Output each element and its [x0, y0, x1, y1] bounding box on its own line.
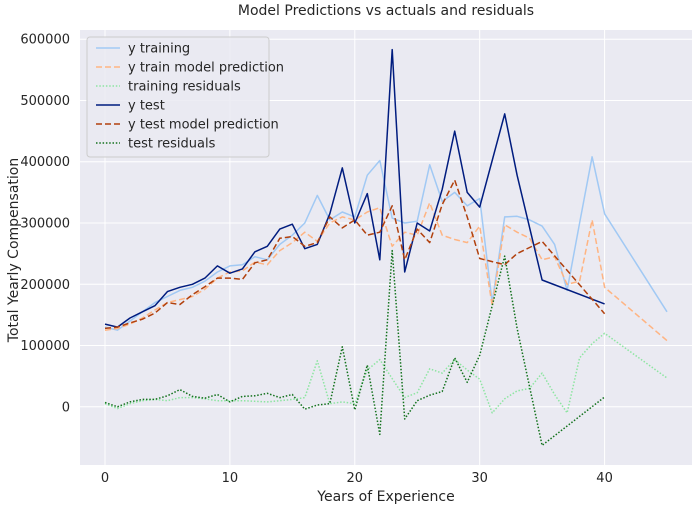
legend-label: training residuals — [128, 80, 241, 95]
series-line-2 — [104, 332, 668, 414]
x-tick-label: 10 — [222, 471, 239, 486]
legend-box — [86, 36, 270, 158]
legend-label: y test model prediction — [128, 118, 279, 133]
series-line-0 — [104, 156, 668, 331]
legend-label: y train model prediction — [128, 61, 284, 76]
chart-title: Model Predictions vs actuals and residua… — [237, 3, 535, 19]
legend-label: y training — [128, 42, 190, 57]
y-tick-label: 400000 — [20, 155, 70, 170]
y-tick-label: 0 — [62, 400, 70, 415]
legend-label: test residuals — [128, 137, 216, 152]
legend-label: y test — [128, 99, 165, 114]
series-line-4 — [104, 179, 606, 330]
y-tick-label: 200000 — [20, 278, 70, 293]
x-tick-label: 30 — [471, 471, 488, 486]
x-tick-label: 0 — [101, 471, 109, 486]
x-tick-label: 40 — [596, 471, 613, 486]
y-tick-label: 300000 — [20, 216, 70, 231]
series-line-3 — [104, 48, 605, 328]
x-tick-label: 20 — [347, 471, 364, 486]
x-axis-label: Years of Experience — [317, 489, 455, 505]
y-tick-label: 600000 — [20, 33, 70, 48]
y-tick-label: 100000 — [20, 339, 70, 354]
y-tick-label: 500000 — [20, 94, 70, 109]
